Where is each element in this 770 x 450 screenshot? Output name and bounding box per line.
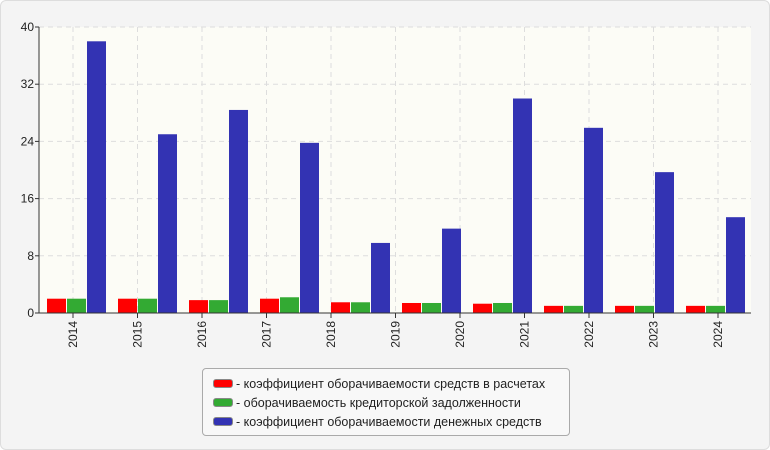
bar: [351, 302, 370, 313]
bar: [47, 298, 66, 313]
x-tick-label: 2024: [711, 321, 725, 348]
x-tick-label: 2021: [518, 321, 532, 348]
bar: [564, 305, 583, 313]
bar: [655, 172, 674, 313]
legend-item: - оборачиваемость кредиторской задолженн…: [213, 393, 569, 412]
y-tick-label: 32: [21, 77, 35, 91]
bar: [442, 228, 461, 313]
y-tick-label: 0: [27, 306, 34, 320]
x-tick-label: 2019: [389, 321, 403, 348]
x-tick-label: 2020: [453, 321, 467, 348]
bar: [87, 41, 106, 314]
bar: [67, 298, 86, 313]
legend-label: - коэффициент оборачиваемости средств в …: [236, 376, 546, 391]
bar: [118, 298, 137, 313]
y-tick-label: 8: [27, 249, 34, 263]
x-tick-label: 2018: [324, 321, 338, 348]
bar: [402, 302, 421, 313]
bar: [229, 109, 248, 313]
legend: - коэффициент оборачиваемости средств в …: [202, 368, 570, 436]
legend-item: - коэффициент оборачиваемости средств в …: [213, 374, 569, 393]
bar: [493, 302, 512, 313]
legend-label: - коэффициент оборачиваемости денежных с…: [236, 414, 542, 429]
bar: [706, 305, 725, 313]
bar: [260, 298, 279, 313]
bar: [138, 298, 157, 313]
legend-swatch: [213, 417, 233, 426]
y-tick-label: 16: [21, 192, 35, 206]
legend-label: - оборачиваемость кредиторской задолженн…: [236, 395, 521, 410]
legend-swatch: [213, 379, 233, 388]
bar: [422, 302, 441, 313]
bar: [158, 134, 177, 313]
bar: [615, 305, 634, 313]
bar: [209, 300, 228, 313]
y-tick-label: 40: [21, 20, 35, 34]
bar: [280, 297, 299, 313]
bar: [584, 127, 603, 313]
x-tick-label: 2015: [131, 321, 145, 348]
x-tick-label: 2016: [195, 321, 209, 348]
bar: [371, 242, 390, 313]
bar: [726, 217, 745, 313]
x-tick-label: 2022: [582, 321, 596, 348]
legend-swatch: [213, 398, 233, 407]
bar: [513, 98, 532, 313]
bar: [686, 305, 705, 313]
bar: [300, 142, 319, 313]
bar: [635, 305, 654, 313]
legend-item: - коэффициент оборачиваемости денежных с…: [213, 412, 569, 431]
bar: [473, 303, 492, 313]
bar: [331, 302, 350, 313]
x-tick-label: 2014: [66, 321, 80, 348]
y-tick-label: 24: [21, 134, 35, 148]
bar-chart: 0 8 16 24 32 40 2014 2015 2016 2017 2018 2019 2020 20…: [21, 20, 751, 348]
bar: [189, 300, 208, 313]
x-tick-label: 2017: [260, 321, 274, 348]
x-tick-label: 2023: [647, 321, 661, 348]
bar: [544, 305, 563, 313]
